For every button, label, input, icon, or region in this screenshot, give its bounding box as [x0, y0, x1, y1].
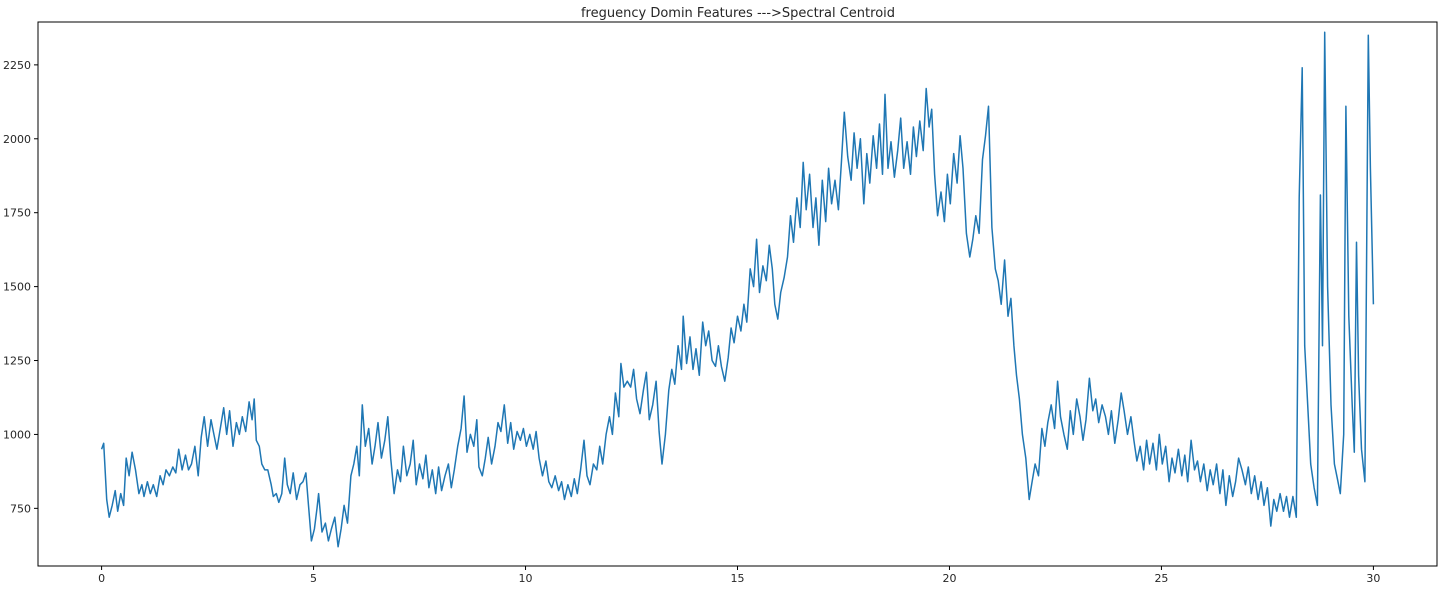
- x-tick-label: 0: [98, 572, 105, 585]
- plot-area: [100, 31, 1375, 548]
- x-tick-label: 25: [1154, 572, 1168, 585]
- y-tick-label: 750: [10, 502, 31, 515]
- x-tick-label: 15: [731, 572, 745, 585]
- y-tick-label: 2000: [3, 133, 31, 146]
- x-tick-label: 30: [1366, 572, 1380, 585]
- y-tick-label: 1000: [3, 428, 31, 441]
- y-axis: 750 1000 1250 1500 1750 2000 2250: [3, 59, 38, 515]
- y-tick-label: 1250: [3, 355, 31, 368]
- chart-title: freguency Domin Features --->Spectral Ce…: [581, 6, 895, 21]
- x-axis: 0 5 10 15 20 25 30: [98, 566, 1380, 585]
- series-line-0: [100, 31, 1375, 548]
- x-tick-label: 20: [942, 572, 956, 585]
- plot-frame: [37, 21, 1438, 567]
- y-tick-label: 1750: [3, 207, 31, 220]
- y-tick-label: 2250: [3, 59, 31, 72]
- x-tick-label: 10: [519, 572, 533, 585]
- y-tick-label: 1500: [3, 281, 31, 294]
- x-tick-label: 5: [310, 572, 317, 585]
